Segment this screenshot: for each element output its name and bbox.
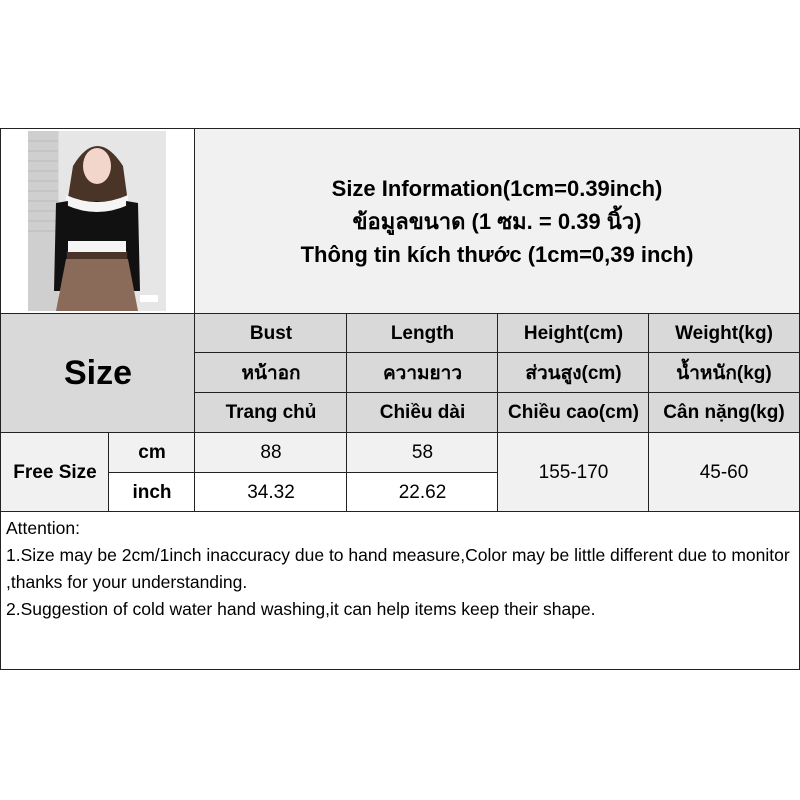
size-information-title: Size Information(1cm=0.39inch) ข้อมูลขนา…: [194, 128, 800, 315]
title-thai: ข้อมูลขนาด (1 ซม. = 0.39 นิ้ว): [352, 209, 642, 234]
column-header-length-vi: Chiều dài: [346, 392, 499, 434]
column-header-bust-en: Bust: [194, 313, 348, 354]
column-header-height-en: Height(cm): [497, 313, 650, 354]
column-header-length-en: Length: [346, 313, 499, 354]
column-header-bust-vi: Trang chủ: [194, 392, 348, 434]
title-english: Size Information(1cm=0.39inch): [331, 176, 663, 201]
column-header-height-vi: Chiều cao(cm): [497, 392, 650, 434]
free-size-label: Free Size: [0, 432, 110, 513]
attention-note-2: 2.Suggestion of cold water hand washing,…: [6, 599, 596, 619]
unit-inch-label: inch: [108, 472, 196, 513]
bust-inch-value: 34.32: [194, 472, 348, 513]
column-header-height-th: ส่วนสูง(cm): [497, 352, 650, 394]
unit-cm-label: cm: [108, 432, 196, 474]
column-header-weight-th: น้ำหนัก(kg): [648, 352, 800, 394]
column-header-weight-en: Weight(kg): [648, 313, 800, 354]
bust-cm-value: 88: [194, 432, 348, 474]
size-label: Size: [0, 313, 196, 434]
attention-heading: Attention:: [6, 518, 80, 538]
attention-notes: Attention: 1.Size may be 2cm/1inch inacc…: [0, 511, 800, 670]
length-inch-value: 22.62: [346, 472, 499, 513]
weight-value: 45-60: [648, 432, 800, 513]
attention-note-1: 1.Size may be 2cm/1inch inaccuracy due t…: [6, 545, 790, 592]
column-header-bust-th: หน้าอก: [194, 352, 348, 394]
column-header-weight-vi: Cân nặng(kg): [648, 392, 800, 434]
height-value: 155-170: [497, 432, 650, 513]
length-cm-value: 58: [346, 432, 499, 474]
product-photo: [28, 131, 166, 311]
title-vietnamese: Thông tin kích thước (1cm=0,39 inch): [300, 242, 694, 267]
column-header-length-th: ความยาว: [346, 352, 499, 394]
